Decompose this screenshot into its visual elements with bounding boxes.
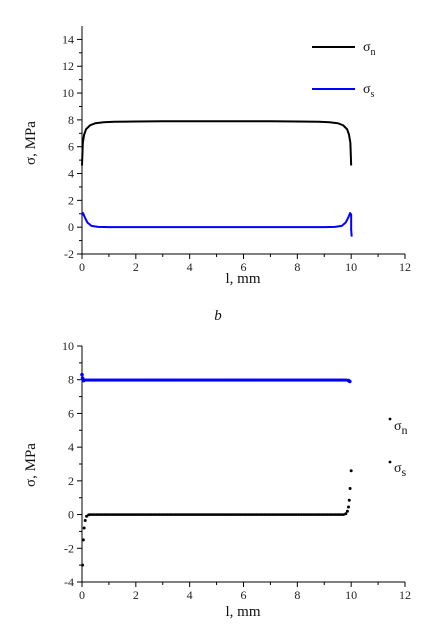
top-y-tick-label: 6: [68, 140, 74, 154]
top-x-tick-label: 6: [241, 260, 247, 274]
top-y-tick-label: 8: [68, 113, 74, 127]
top-x-axis-label: l, mm: [225, 271, 260, 287]
top-series-normal-line: [81, 120, 353, 166]
bottom-series-shear-point: [348, 379, 352, 384]
bottom-legend-shear-label: σs: [394, 461, 407, 479]
top-y-tick-label: -2: [64, 247, 74, 261]
bottom-series-normal-point: [81, 538, 85, 542]
top-y-tick-label: 4: [68, 167, 74, 181]
bottom-y-tick-label: 6: [68, 406, 74, 420]
top-y-tick-label: 2: [68, 193, 74, 207]
top-axes: [81, 26, 405, 255]
bottom-x-tick-label: 0: [79, 588, 85, 602]
bottom-y-tick-label: -4: [64, 575, 74, 589]
bottom-x-tick-label: 12: [399, 588, 411, 602]
bottom-legend: σn σs: [394, 419, 408, 479]
top-legend-normal-label: σn: [363, 40, 376, 58]
bottom-series-normal-point: [85, 514, 89, 518]
bottom-series-normal-point: [87, 513, 91, 517]
top-y-tick-label: 12: [62, 59, 74, 73]
bottom-series-normal-point: [348, 486, 352, 490]
bottom-legend-normal-label: σn: [394, 419, 408, 437]
top-legend-shear-label: σs: [363, 82, 375, 100]
top-legend-normal-sub: n: [371, 47, 376, 58]
bottom-y-axis-label: σ, MPa: [23, 443, 39, 487]
bottom-series-normal-point: [81, 563, 85, 567]
bottom-y-tick-label: -2: [64, 541, 74, 555]
top-x-tick-label: 0: [79, 260, 85, 274]
bottom-series-normal-point: [349, 469, 353, 473]
bottom-series-shear-point: [80, 372, 84, 377]
top-series-shear-line: [81, 212, 353, 237]
top-y-tick-label: 10: [62, 86, 74, 100]
panel-caption: b: [214, 308, 222, 324]
bottom-legend-normal-sub: n: [402, 423, 408, 437]
top-y-axis-label: σ, MPa: [23, 121, 39, 165]
top-y-tick-label: 0: [68, 220, 74, 234]
top-x-tick-label: 4: [187, 260, 193, 274]
bottom-series-shear-point: [81, 378, 86, 383]
bottom-series-normal-point: [347, 498, 351, 502]
bottom-y-tick-label: 10: [62, 339, 74, 353]
bottom-y-tick-label: 0: [68, 508, 74, 522]
bottom-y-tick-label: 4: [68, 440, 74, 454]
bottom-ticks: 0 2 4 6 8 10 12 -4 -2 0 2 4 6 8 10: [62, 339, 411, 602]
top-legend-normal-main: σ: [363, 40, 371, 55]
bottom-x-tick-label: 2: [133, 588, 139, 602]
top-legend-shear-sub: s: [371, 89, 375, 100]
bottom-series-normal-point: [83, 518, 87, 522]
bottom-x-tick-label: 4: [187, 588, 193, 602]
bottom-series-normal-point: [342, 513, 345, 516]
bottom-legend-shear-sub: s: [402, 465, 407, 479]
top-legend: σn σs: [312, 40, 376, 100]
bottom-series-normal-point: [346, 505, 350, 509]
bottom-series-normal-point: [345, 509, 349, 513]
bottom-x-tick-label: 10: [345, 588, 357, 602]
top-y-tick-label: 14: [62, 32, 74, 46]
top-x-tick-label: 8: [294, 260, 300, 274]
bottom-y-tick-label: 8: [68, 373, 74, 387]
top-x-tick-label: 2: [133, 260, 139, 274]
bottom-legend-normal-marker: [388, 417, 392, 421]
bottom-x-axis-label: l, mm: [225, 604, 260, 620]
bottom-x-tick-label: 8: [294, 588, 300, 602]
bottom-y-tick-label: 2: [68, 474, 74, 488]
top-legend-shear-main: σ: [363, 82, 371, 97]
top-x-tick-label: 12: [399, 260, 411, 274]
bottom-legend-shear-main: σ: [394, 461, 402, 476]
bottom-series: [80, 372, 392, 567]
bottom-legend-shear-marker: [388, 460, 392, 464]
top-ticks: 0 2 4 6 8 10 12 -2 0 2 4 6 8 10 12 14: [62, 32, 411, 274]
top-x-tick-label: 10: [345, 260, 357, 274]
bottom-series-normal-point: [82, 526, 86, 530]
top-series: [81, 120, 353, 237]
bottom-x-tick-label: 6: [241, 588, 247, 602]
bottom-legend-normal-main: σ: [394, 419, 402, 434]
bottom-series-normal-point: [344, 512, 348, 516]
